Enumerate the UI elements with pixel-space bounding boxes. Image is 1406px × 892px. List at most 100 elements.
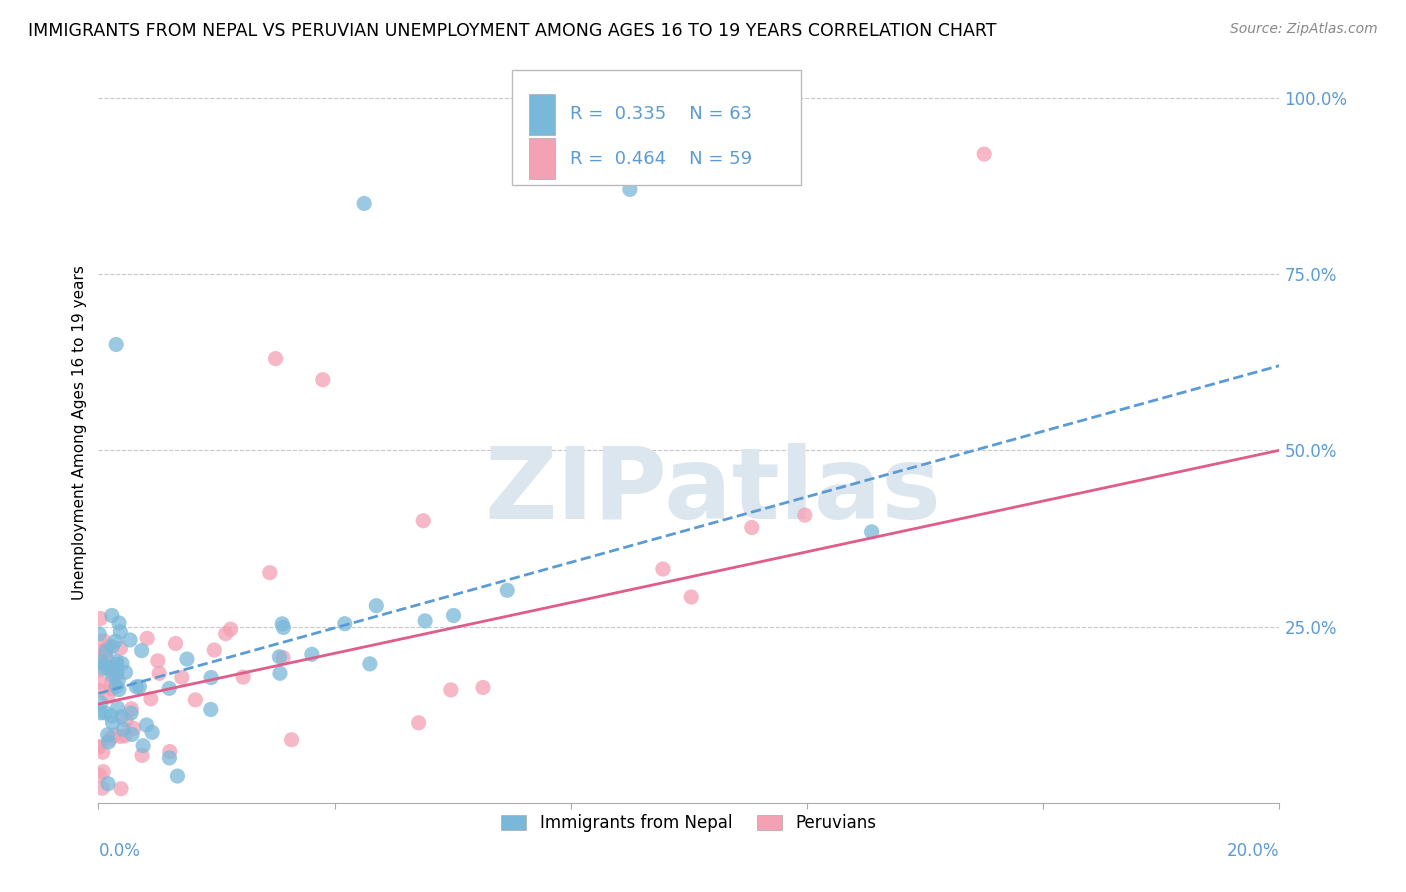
- Point: [107, 673, 129, 687]
- Point: [97, 690, 120, 704]
- Point: [122, 722, 145, 736]
- Point: [108, 682, 131, 697]
- Point: [741, 520, 763, 534]
- Point: [166, 769, 188, 783]
- Point: [100, 675, 122, 690]
- Point: [200, 671, 222, 685]
- Point: [98, 731, 121, 746]
- Point: [269, 649, 291, 664]
- Text: R =  0.464    N = 59: R = 0.464 N = 59: [569, 150, 752, 168]
- Point: [120, 706, 142, 720]
- Point: [94, 706, 117, 720]
- Point: [619, 182, 641, 196]
- Point: [215, 626, 238, 640]
- Point: [89, 652, 111, 666]
- Point: [132, 739, 155, 753]
- Point: [333, 616, 356, 631]
- Point: [104, 666, 127, 681]
- Point: [107, 701, 129, 715]
- Point: [472, 681, 495, 695]
- Point: [131, 748, 153, 763]
- Point: [973, 147, 995, 161]
- Point: [110, 781, 132, 796]
- Point: [128, 680, 150, 694]
- Point: [105, 667, 128, 681]
- Point: [118, 632, 141, 647]
- Point: [860, 524, 883, 539]
- Point: [96, 651, 118, 665]
- Point: [89, 768, 111, 782]
- Point: [271, 650, 294, 665]
- Point: [496, 583, 519, 598]
- FancyBboxPatch shape: [530, 138, 555, 179]
- Point: [101, 668, 124, 682]
- Point: [108, 730, 131, 744]
- Point: [259, 566, 281, 580]
- Point: [94, 658, 117, 673]
- Point: [121, 727, 143, 741]
- Point: [110, 641, 132, 656]
- Point: [654, 168, 676, 182]
- Point: [366, 599, 388, 613]
- Point: [131, 643, 153, 657]
- Point: [97, 639, 120, 653]
- Point: [89, 664, 111, 678]
- Legend: Immigrants from Nepal, Peruvians: Immigrants from Nepal, Peruvians: [495, 807, 883, 838]
- Point: [353, 196, 375, 211]
- Point: [269, 666, 291, 681]
- Point: [176, 652, 198, 666]
- Point: [301, 648, 323, 662]
- Point: [93, 646, 115, 660]
- Point: [101, 608, 124, 623]
- Point: [273, 620, 295, 634]
- Point: [165, 636, 187, 650]
- Point: [413, 614, 436, 628]
- Point: [443, 608, 465, 623]
- Point: [90, 655, 112, 669]
- Point: [110, 624, 132, 639]
- Point: [91, 764, 114, 779]
- Point: [651, 562, 673, 576]
- Point: [89, 683, 111, 698]
- Point: [280, 732, 302, 747]
- Point: [136, 632, 159, 646]
- Point: [87, 739, 110, 754]
- Point: [89, 706, 111, 720]
- Point: [91, 781, 114, 796]
- FancyBboxPatch shape: [512, 70, 801, 185]
- Point: [139, 691, 162, 706]
- Point: [97, 735, 120, 749]
- Point: [97, 777, 120, 791]
- Point: [157, 751, 180, 765]
- Text: IMMIGRANTS FROM NEPAL VS PERUVIAN UNEMPLOYMENT AMONG AGES 16 TO 19 YEARS CORRELA: IMMIGRANTS FROM NEPAL VS PERUVIAN UNEMPL…: [28, 22, 997, 40]
- Point: [87, 740, 110, 755]
- Point: [141, 725, 163, 739]
- Point: [89, 611, 111, 625]
- Point: [110, 710, 132, 724]
- Point: [681, 590, 703, 604]
- Point: [157, 681, 180, 696]
- Point: [115, 713, 138, 727]
- Point: [89, 627, 111, 641]
- Point: [91, 745, 114, 759]
- Point: [90, 696, 112, 710]
- Point: [105, 337, 128, 351]
- Point: [120, 702, 142, 716]
- Point: [202, 643, 225, 657]
- Point: [135, 718, 157, 732]
- Text: 20.0%: 20.0%: [1227, 842, 1279, 860]
- Point: [219, 622, 242, 636]
- Point: [105, 655, 128, 669]
- Point: [312, 373, 335, 387]
- Point: [104, 634, 127, 648]
- Point: [148, 666, 170, 681]
- Point: [146, 654, 169, 668]
- Text: 0.0%: 0.0%: [98, 842, 141, 860]
- Point: [200, 702, 222, 716]
- Point: [793, 508, 815, 522]
- Point: [101, 715, 124, 730]
- Point: [114, 665, 136, 680]
- Point: [90, 644, 112, 658]
- Point: [97, 728, 120, 742]
- Point: [105, 679, 128, 693]
